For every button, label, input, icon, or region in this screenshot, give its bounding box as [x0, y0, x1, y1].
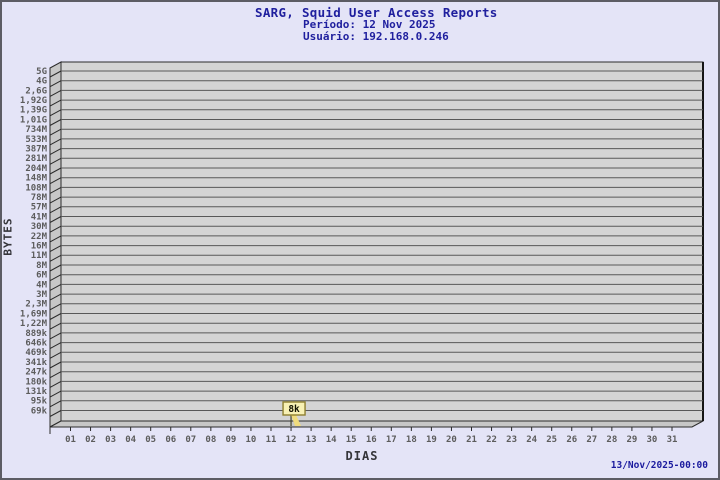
svg-text:28: 28 [606, 435, 617, 445]
svg-text:646k: 646k [25, 338, 47, 348]
svg-text:11M: 11M [31, 251, 48, 261]
svg-text:09: 09 [225, 435, 236, 445]
data-point-markers: 8k [282, 401, 306, 426]
y-tick-labels: 5G4G2,6G1,92G1,39G1,01G734M533M387M281M2… [20, 67, 48, 417]
svg-text:12: 12 [286, 435, 297, 445]
svg-text:25: 25 [546, 435, 557, 445]
svg-text:18: 18 [406, 435, 417, 445]
svg-text:16M: 16M [31, 241, 48, 251]
y-gridlines [49, 70, 703, 417]
report-user: Usuário: 192.168.0.246 [303, 30, 449, 43]
svg-text:10: 10 [246, 435, 257, 445]
x-axis-title: DIAS [345, 449, 379, 463]
page-title: SARG, Squid User Access Reports [255, 5, 498, 20]
svg-text:11: 11 [266, 435, 277, 445]
svg-text:2,6G: 2,6G [25, 86, 47, 96]
x-tick-labels: 01 02 03 04 05 06 07 08 09 10 11 12 13 14 15 16 17 18 19 20… [65, 427, 677, 445]
generated-timestamp: 13/Nov/2025-00:00 [610, 460, 708, 471]
svg-text:533M: 533M [25, 135, 47, 145]
svg-text:247k: 247k [25, 368, 47, 378]
svg-text:2,3M: 2,3M [25, 300, 47, 310]
svg-text:1,39G: 1,39G [20, 106, 47, 116]
svg-text:3M: 3M [36, 290, 47, 300]
svg-text:4M: 4M [36, 280, 47, 290]
chart-floor-3d [49, 420, 704, 428]
svg-text:95k: 95k [31, 397, 48, 407]
svg-text:78M: 78M [31, 193, 48, 203]
svg-text:1,69M: 1,69M [20, 309, 48, 319]
svg-text:6M: 6M [36, 271, 47, 281]
report-period: Período: 12 Nov 2025 [303, 18, 436, 31]
svg-text:281M: 281M [25, 154, 47, 164]
svg-text:4G: 4G [36, 77, 47, 87]
svg-text:108M: 108M [25, 183, 47, 193]
svg-text:21: 21 [466, 435, 477, 445]
svg-text:22M: 22M [31, 232, 48, 242]
svg-text:07: 07 [185, 435, 196, 445]
svg-text:03: 03 [105, 435, 116, 445]
svg-text:1,01G: 1,01G [20, 115, 47, 125]
svg-text:02: 02 [85, 435, 96, 445]
svg-text:1,22M: 1,22M [20, 319, 48, 329]
svg-text:01: 01 [65, 435, 76, 445]
svg-text:06: 06 [165, 435, 176, 445]
y-axis-title: BYTES [1, 217, 15, 256]
svg-text:5G: 5G [36, 67, 47, 77]
svg-text:08: 08 [205, 435, 216, 445]
marker-flag [291, 415, 302, 426]
svg-text:13: 13 [306, 435, 317, 445]
svg-text:20: 20 [446, 435, 457, 445]
svg-text:17: 17 [386, 435, 397, 445]
svg-text:31: 31 [667, 435, 678, 445]
svg-text:30: 30 [647, 435, 658, 445]
svg-text:131k: 131k [25, 387, 47, 397]
svg-text:14: 14 [326, 435, 337, 445]
svg-text:387M: 387M [25, 144, 47, 154]
svg-text:41M: 41M [31, 212, 48, 222]
svg-text:889k: 889k [25, 329, 47, 339]
svg-text:180k: 180k [25, 377, 47, 387]
marker-value-label: 8k [288, 404, 300, 415]
svg-text:24: 24 [526, 435, 537, 445]
svg-text:16: 16 [366, 435, 377, 445]
svg-text:1,92G: 1,92G [20, 96, 47, 106]
svg-text:30M: 30M [31, 222, 48, 232]
marker-value-box [282, 401, 306, 416]
svg-text:341k: 341k [25, 358, 47, 368]
plot-area [60, 61, 704, 422]
svg-text:29: 29 [626, 435, 637, 445]
svg-text:22: 22 [486, 435, 497, 445]
svg-text:469k: 469k [25, 348, 47, 358]
svg-text:69k: 69k [31, 406, 48, 416]
svg-text:8M: 8M [36, 261, 47, 271]
svg-text:734M: 734M [25, 125, 47, 135]
svg-text:15: 15 [346, 435, 357, 445]
svg-text:26: 26 [566, 435, 577, 445]
svg-text:204M: 204M [25, 164, 47, 174]
svg-text:19: 19 [426, 435, 437, 445]
svg-text:57M: 57M [31, 203, 48, 213]
svg-text:05: 05 [145, 435, 156, 445]
svg-text:148M: 148M [25, 174, 47, 184]
svg-text:23: 23 [506, 435, 517, 445]
svg-text:27: 27 [586, 435, 597, 445]
svg-text:04: 04 [125, 435, 136, 445]
